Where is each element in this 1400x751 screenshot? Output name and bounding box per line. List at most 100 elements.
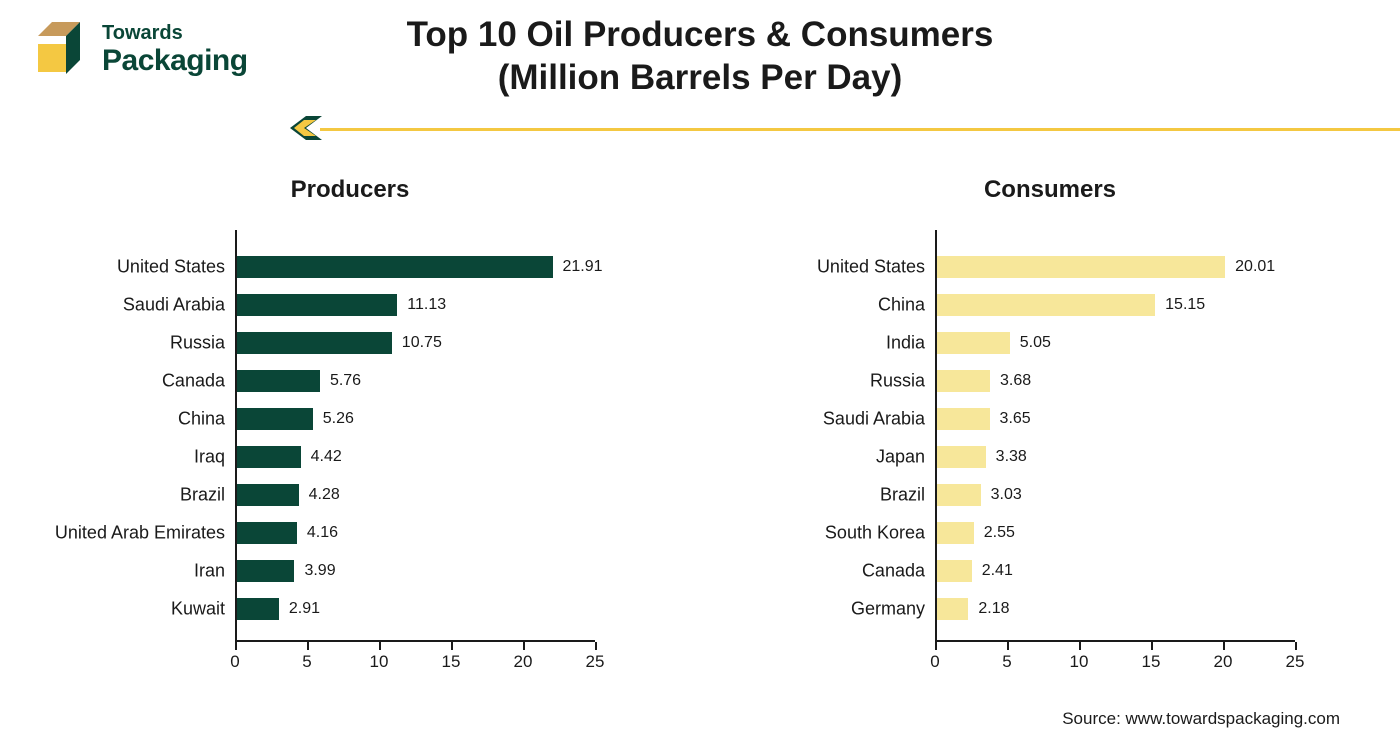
x-tick: [1223, 642, 1225, 650]
bar-rect: [237, 484, 299, 506]
bar-rect: [237, 446, 301, 468]
x-tick-label: 10: [370, 652, 389, 672]
plot-producers: United States21.91Saudi Arabia11.13Russi…: [235, 230, 595, 670]
bar-rect: [937, 256, 1225, 278]
x-tick-label: 25: [1286, 652, 1305, 672]
bar-value: 2.55: [984, 524, 1015, 542]
x-tick: [1007, 642, 1009, 650]
bar-rect: [937, 598, 968, 620]
bar-value: 5.76: [330, 372, 361, 390]
bar-label: United States: [715, 257, 925, 278]
bar-rect: [937, 446, 986, 468]
x-tick-label: 5: [1002, 652, 1011, 672]
bar-row: United Arab Emirates4.16: [237, 514, 597, 552]
bar-row: Canada5.76: [237, 362, 597, 400]
bar-value: 3.68: [1000, 372, 1031, 390]
bar-value: 3.03: [991, 486, 1022, 504]
bar-rect: [937, 560, 972, 582]
bar-value: 4.28: [309, 486, 340, 504]
x-axis: [935, 640, 1295, 642]
chart-producers: Producers United States21.91Saudi Arabia…: [0, 168, 700, 688]
bar-rect: [237, 522, 297, 544]
bar-value: 3.65: [1000, 410, 1031, 428]
bar-row: Saudi Arabia3.65: [937, 400, 1297, 438]
bar-label: Iran: [15, 561, 225, 582]
bar-value: 2.41: [982, 562, 1013, 580]
bar-row: China15.15: [937, 286, 1297, 324]
x-tick: [307, 642, 309, 650]
x-tick-label: 20: [1214, 652, 1233, 672]
bar-rect: [237, 256, 553, 278]
x-tick: [451, 642, 453, 650]
bar-label: Canada: [15, 371, 225, 392]
x-tick-label: 0: [230, 652, 239, 672]
x-axis: [235, 640, 595, 642]
bar-value: 5.05: [1020, 334, 1051, 352]
bar-row: Iraq4.42: [237, 438, 597, 476]
chart-consumers: Consumers United States20.01China15.15In…: [700, 168, 1400, 688]
bar-row: United States20.01: [937, 248, 1297, 286]
bar-row: Russia10.75: [237, 324, 597, 362]
bar-label: Germany: [715, 599, 925, 620]
bar-value: 2.91: [289, 600, 320, 618]
bar-value: 4.16: [307, 524, 338, 542]
bar-label: Russia: [715, 371, 925, 392]
title-rule-line: [320, 128, 1400, 131]
bar-label: Russia: [15, 333, 225, 354]
bar-rect: [237, 294, 397, 316]
x-tick-label: 15: [1142, 652, 1161, 672]
x-tick-label: 20: [514, 652, 533, 672]
bar-rect: [937, 484, 981, 506]
bar-rect: [237, 408, 313, 430]
bar-row: Saudi Arabia11.13: [237, 286, 597, 324]
bar-row: Japan3.38: [937, 438, 1297, 476]
title-line-2: (Million Barrels Per Day): [0, 57, 1400, 100]
bar-label: Saudi Arabia: [15, 295, 225, 316]
bar-label: United States: [15, 257, 225, 278]
source-line: Source: www.towardspackaging.com: [1062, 709, 1340, 729]
x-tick: [595, 642, 597, 650]
bar-label: Iraq: [15, 447, 225, 468]
bar-value: 15.15: [1165, 296, 1205, 314]
bar-rect: [237, 598, 279, 620]
bar-value: 4.42: [311, 448, 342, 466]
x-tick-label: 25: [586, 652, 605, 672]
x-tick-label: 10: [1070, 652, 1089, 672]
page: Towards Packaging Top 10 Oil Producers &…: [0, 0, 1400, 751]
page-title: Top 10 Oil Producers & Consumers (Millio…: [0, 14, 1400, 99]
bar-label: United Arab Emirates: [15, 523, 225, 544]
bar-label: Canada: [715, 561, 925, 582]
bar-label: Brazil: [715, 485, 925, 506]
bar-row: Russia3.68: [937, 362, 1297, 400]
bars-consumers: United States20.01China15.15India5.05Rus…: [937, 248, 1295, 640]
bar-label: Brazil: [15, 485, 225, 506]
bar-row: Brazil3.03: [937, 476, 1297, 514]
x-tick-label: 5: [302, 652, 311, 672]
bar-value: 11.13: [407, 296, 446, 314]
bar-rect: [237, 332, 392, 354]
bar-value: 3.38: [996, 448, 1027, 466]
bar-value: 20.01: [1235, 258, 1275, 276]
bar-row: India5.05: [937, 324, 1297, 362]
bar-rect: [937, 522, 974, 544]
bar-label: India: [715, 333, 925, 354]
chart-title-consumers: Consumers: [700, 176, 1400, 204]
arrow-decor-icon: [282, 108, 322, 148]
x-tick: [1151, 642, 1153, 650]
bar-label: China: [15, 409, 225, 430]
bar-row: Kuwait2.91: [237, 590, 597, 628]
x-tick: [1079, 642, 1081, 650]
bar-value: 21.91: [563, 258, 603, 276]
bar-label: Saudi Arabia: [715, 409, 925, 430]
x-tick-label: 0: [930, 652, 939, 672]
x-tick: [1295, 642, 1297, 650]
bar-rect: [937, 294, 1155, 316]
bar-value: 2.18: [978, 600, 1009, 618]
bars-producers: United States21.91Saudi Arabia11.13Russi…: [237, 248, 595, 640]
plot-consumers: United States20.01China15.15India5.05Rus…: [935, 230, 1295, 670]
bar-row: United States21.91: [237, 248, 597, 286]
bar-value: 10.75: [402, 334, 442, 352]
bar-rect: [237, 370, 320, 392]
bar-label: South Korea: [715, 523, 925, 544]
x-tick: [235, 642, 237, 650]
